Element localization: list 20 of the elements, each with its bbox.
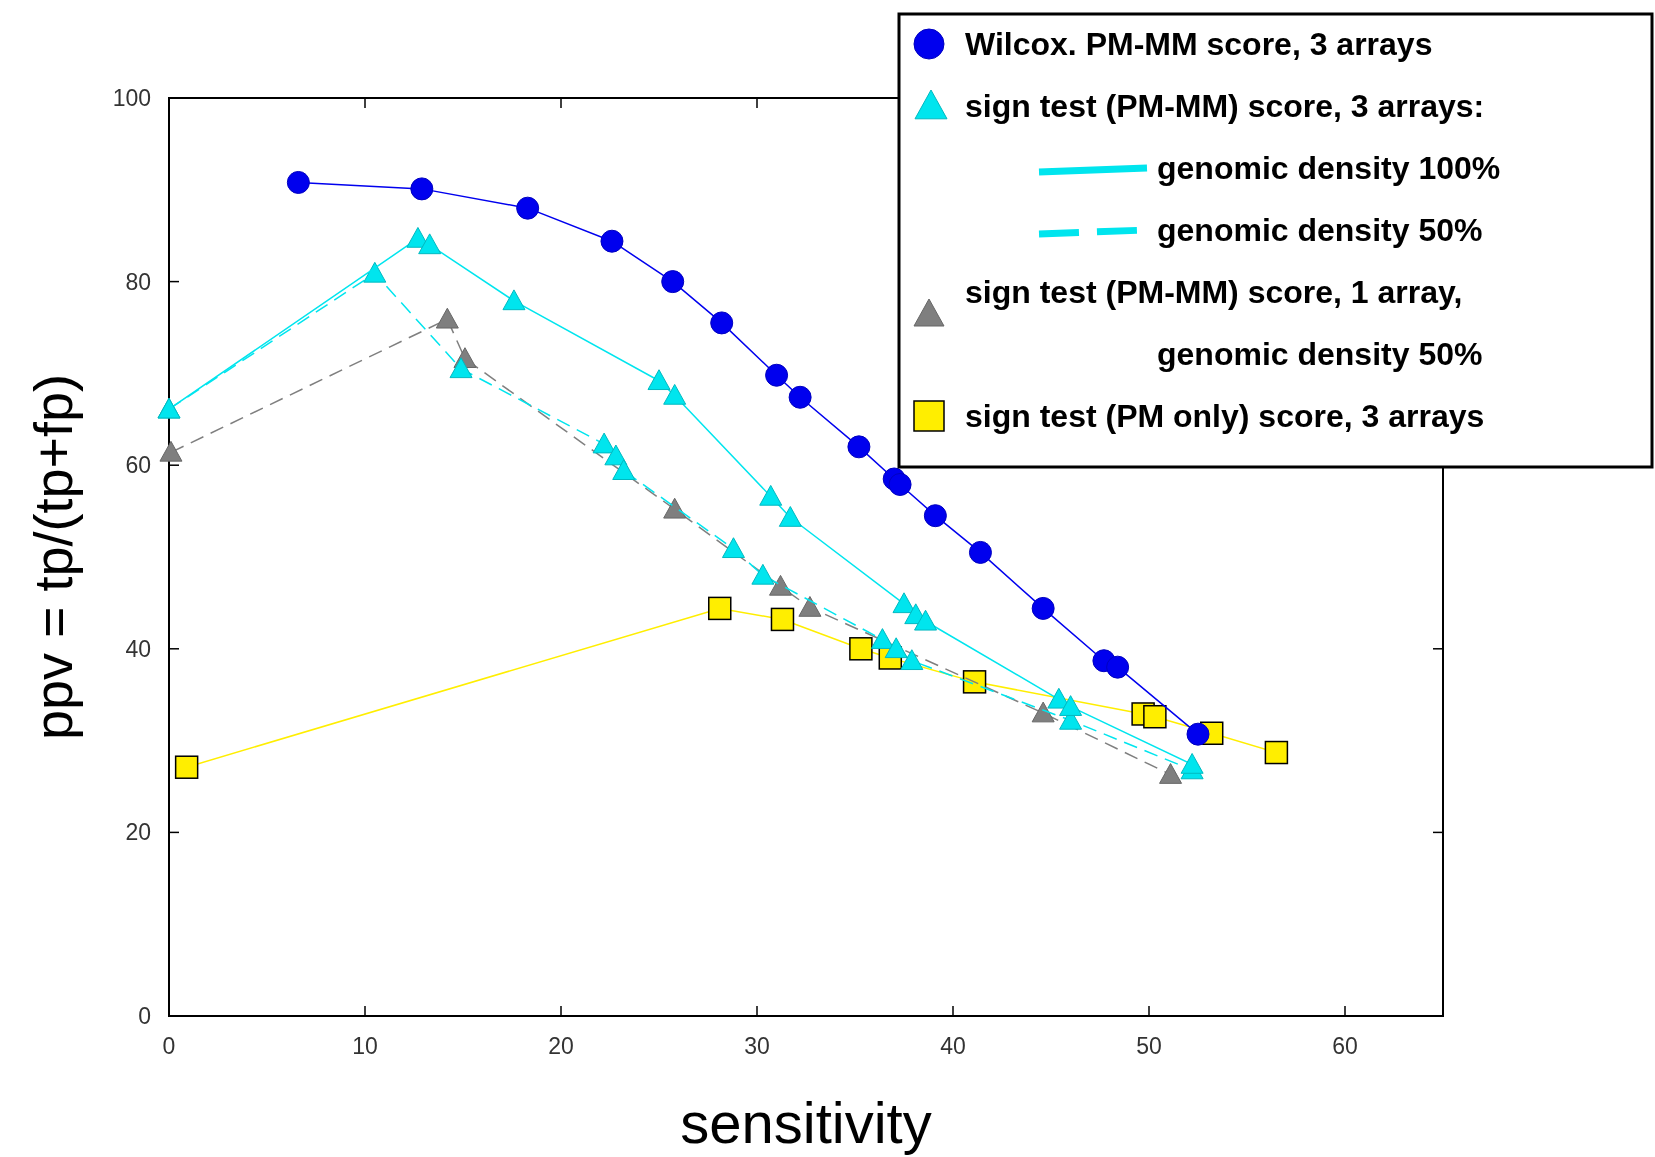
x-tick-label: 60 xyxy=(1332,1033,1358,1059)
legend-label: genomic density 50% xyxy=(1157,212,1483,248)
legend-label: genomic density 100% xyxy=(1157,150,1501,186)
y-tick-label: 80 xyxy=(125,268,151,295)
x-tick-label: 40 xyxy=(940,1033,966,1059)
x-tick-label: 0 xyxy=(162,1033,176,1059)
legend-label: sign test (PM only) score, 3 arrays xyxy=(965,398,1485,434)
annotation: sign test (PM-MM) score, 3 arrays: xyxy=(965,88,1485,124)
x-tick-label: 50 xyxy=(1136,1033,1162,1059)
y-axis-title: ppv = tp/(tp+fp) xyxy=(23,373,83,741)
legend-label: Wilcox. PM-MM score, 3 arrays xyxy=(965,26,1433,62)
y-tick-label: 0 xyxy=(138,1003,151,1029)
y-tick-label: 100 xyxy=(112,85,151,111)
x-tick-label: 20 xyxy=(548,1033,574,1059)
x-tick-label: 10 xyxy=(352,1033,378,1059)
y-tick-label: 40 xyxy=(125,635,151,662)
x-tick-label: 30 xyxy=(744,1033,770,1059)
x-axis-title: sensitivity xyxy=(680,1090,932,1155)
y-tick-label: 20 xyxy=(125,819,151,846)
y-tick-label: 60 xyxy=(125,452,151,479)
